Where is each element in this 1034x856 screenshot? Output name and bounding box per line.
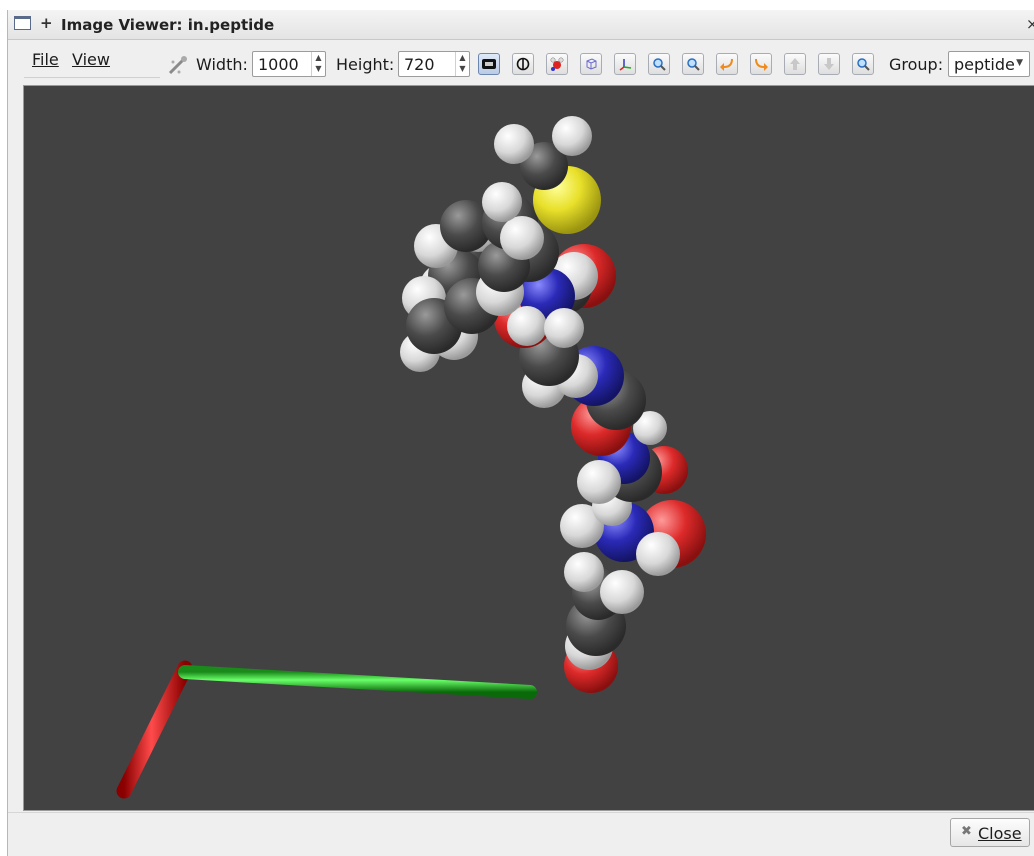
group-label: Group: (889, 55, 944, 74)
x-axis-red (116, 660, 193, 799)
rotate-left-button[interactable] (716, 53, 738, 75)
hd-toggle-button[interactable] (478, 53, 500, 75)
pin-icon[interactable]: + (40, 14, 53, 32)
height-label: Height: (336, 55, 395, 74)
image-viewer-window: + Image Viewer: in.peptide × File View W… (7, 10, 1034, 856)
zoom-in-button[interactable] (648, 53, 670, 75)
rotate-left-icon (720, 59, 733, 71)
group-value: peptide (954, 55, 1015, 74)
vdw-style-button[interactable] (546, 53, 568, 75)
menu-view[interactable]: View (72, 50, 110, 69)
reset-icon (857, 58, 870, 71)
axes-toggle-button[interactable] (614, 53, 636, 75)
menu-separator (24, 77, 160, 78)
zoom-in-icon (653, 58, 666, 71)
width-spinbox[interactable]: 1000 ▲ ▼ (252, 51, 326, 77)
y-axis-green (178, 665, 537, 699)
menu-view-label: View (72, 50, 110, 69)
height-stepper-arrows[interactable]: ▲ ▼ (455, 52, 469, 76)
height-value: 720 (404, 55, 435, 74)
window-menu-icon[interactable] (14, 16, 31, 30)
window-close-icon[interactable]: × (1026, 15, 1034, 33)
title-bar[interactable]: + Image Viewer: in.peptide × (8, 10, 1034, 40)
footer-separator (8, 812, 1034, 813)
rotate-down-button[interactable] (818, 53, 840, 75)
width-value: 1000 (258, 55, 299, 74)
width-stepper-arrows[interactable]: ▲ ▼ (311, 52, 325, 76)
window-title: Image Viewer: in.peptide (61, 16, 275, 34)
width-label: Width: (196, 55, 248, 74)
shade-icon (516, 57, 530, 71)
chevron-down-icon: ▼ (1016, 58, 1023, 68)
rotate-down-icon (824, 58, 834, 70)
box-icon (586, 58, 597, 70)
menu-file-label: File (32, 50, 59, 69)
rotate-up-icon (790, 58, 800, 70)
axes-icon (619, 59, 632, 71)
axes-triad (116, 336, 537, 799)
group-select[interactable]: peptide ▼ (948, 51, 1030, 77)
close-icon: ✖ (961, 824, 972, 839)
ssao-toggle-button[interactable] (512, 53, 534, 75)
menu-file[interactable]: File (32, 50, 59, 69)
hd-icon (482, 59, 496, 69)
close-button-label: Close (978, 824, 1022, 843)
antialias-icon[interactable] (167, 54, 189, 76)
atoms-icon (550, 57, 564, 71)
molecule-render[interactable] (24, 86, 1034, 810)
rotate-right-button[interactable] (750, 53, 772, 75)
zoom-out-icon (687, 58, 700, 71)
rotate-up-button[interactable] (784, 53, 806, 75)
close-button[interactable]: ✖ Close (950, 818, 1030, 847)
rotate-right-icon (755, 59, 768, 71)
peptide-molecule (400, 116, 706, 693)
height-spinbox[interactable]: 720 ▲ ▼ (398, 51, 470, 77)
render-viewport[interactable] (23, 85, 1034, 811)
reset-view-button[interactable] (852, 53, 874, 75)
box-toggle-button[interactable] (580, 53, 602, 75)
zoom-out-button[interactable] (682, 53, 704, 75)
